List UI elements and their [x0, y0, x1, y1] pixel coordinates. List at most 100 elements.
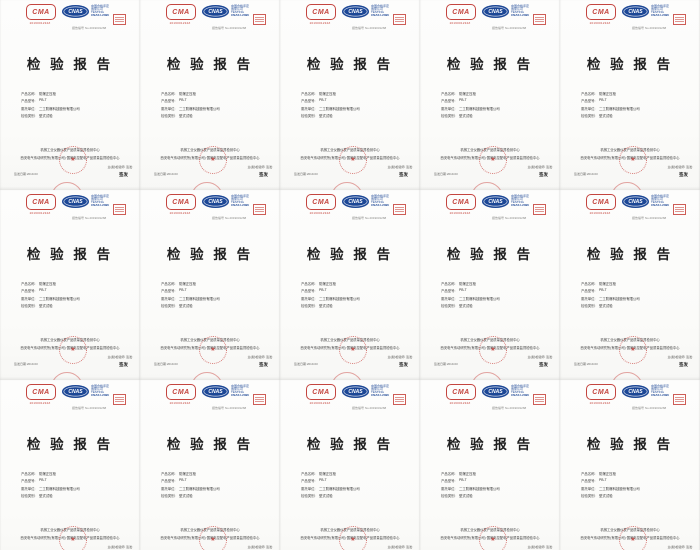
seal-text-line [675, 21, 684, 22]
inspector-sign-line: 主(副)检验师: 签发: [667, 355, 694, 359]
seal-text-line [395, 207, 404, 208]
field-row: 检验类别: 型式试验 [161, 303, 220, 310]
report-title: 检 验 报 告 [166, 247, 254, 262]
field-label: 委托单位: [581, 486, 596, 491]
field-value: 二工防爆科技股份有限公司 [319, 486, 360, 491]
round-seal-stamp: ★ [59, 526, 87, 550]
field-label: 产品名称: [581, 472, 596, 476]
partial-seal-arc [331, 372, 363, 380]
seal-text-line [395, 401, 404, 402]
certificate-page[interactable]: CMA 2016001234Z CNAS 中国合格评定 国家认可 TESTING… [0, 190, 140, 380]
field-value: 防爆正压柜 [459, 472, 476, 476]
cnas-text-line: CNAS L2396 [371, 13, 389, 18]
cnas-text-line: TESTING [231, 10, 245, 15]
field-row: 委托单位: 二工防爆科技股份有限公司 [441, 486, 500, 493]
product-fields: 产品名称: 防爆正压柜 产品型号: PB-T 委托单位: 二工防爆科技股份有限公… [581, 471, 640, 501]
field-value: 防爆正压柜 [319, 472, 336, 476]
seal-star-icon: ★ [210, 157, 216, 163]
issue-date: 签发日期:2019.03 [574, 172, 598, 176]
product-fields: 产品名称: 防爆正压柜 产品型号: PB-T 委托单位: 二工防爆科技股份有限公… [441, 281, 500, 311]
seal-star-icon: ★ [490, 347, 496, 353]
field-row: 检验类别: 型式试验 [21, 493, 80, 500]
cnas-accreditation-text: 中国合格评定 国家认可 TESTING CNAS L2396 [511, 194, 529, 208]
field-label: 检验类别: [161, 304, 176, 309]
seal-text-line [115, 401, 124, 402]
field-label: 产品名称: [581, 282, 596, 286]
certificate-page[interactable]: CMA 2016001234Z CNAS 中国合格评定 国家认可 TESTING… [420, 0, 560, 190]
field-label: 检验类别: [581, 494, 596, 499]
inspector-sign-line: 主(副)检验师: 签发: [107, 165, 134, 169]
field-value: PB-T [39, 478, 47, 483]
cnas-text-line: 中国合格评定 [511, 383, 530, 388]
certificate-page[interactable]: CMA 2016001234Z CNAS 中国合格评定 国家认可 TESTING… [140, 380, 280, 550]
cma-logo: CMA [586, 194, 616, 210]
certificate-page[interactable]: CMA 2016001234Z CNAS 中国合格评定 国家认可 TESTING… [140, 0, 280, 190]
field-label: 产品名称: [21, 92, 36, 96]
cma-logo: CMA [166, 384, 196, 400]
field-row: 产品型号: PB-T [301, 478, 360, 485]
field-label: 产品型号: [301, 99, 316, 104]
field-row: 产品名称: 防爆正压柜 [161, 281, 220, 288]
cnas-text-line: 中国合格评定 [651, 383, 670, 388]
cnas-text-line: CNAS L2396 [511, 13, 529, 18]
certificate-page[interactable]: CMA 2016001234Z CNAS 中国合格评定 国家认可 TESTING… [560, 380, 700, 550]
field-value: 二工防爆科技股份有限公司 [459, 486, 500, 491]
report-number: 报告编号 No.2019031268 [72, 215, 107, 220]
certificate-page[interactable]: CMA 2016001234Z CNAS 中国合格评定 国家认可 TESTING… [560, 0, 700, 190]
field-label: 产品型号: [581, 99, 596, 104]
seal-text-line [115, 21, 124, 22]
cma-caption: 2016001234Z [309, 400, 331, 405]
cnas-text-line: 国家认可 [91, 6, 104, 11]
certificate-page[interactable]: CMA 2016001234Z CNAS 中国合格评定 国家认可 TESTING… [420, 190, 560, 380]
field-label: 产品名称: [301, 92, 316, 96]
report-number: 报告编号 No.2019031268 [212, 405, 247, 410]
field-value: PB-T [319, 98, 327, 103]
seal-star-icon: ★ [210, 537, 216, 543]
round-seal-stamp: ★ [339, 526, 367, 550]
certificate-page[interactable]: CMA 2016001234Z CNAS 中国合格评定 国家认可 TESTING… [280, 380, 420, 550]
field-row: 委托单位: 二工防爆科技股份有限公司 [161, 296, 220, 303]
field-label: 委托单位: [301, 486, 316, 491]
certificate-page[interactable]: CMA 2016001234Z CNAS 中国合格评定 国家认可 TESTING… [0, 380, 140, 550]
cnas-text-line: TESTING [511, 10, 525, 15]
field-value: 二工防爆科技股份有限公司 [459, 106, 500, 111]
field-value: 二工防爆科技股份有限公司 [39, 106, 80, 111]
seal-star-icon: ★ [70, 157, 76, 163]
certificate-page[interactable]: CMA 2016001234Z CNAS 中国合格评定 国家认可 TESTING… [420, 380, 560, 550]
cnas-text-line: TESTING [231, 200, 245, 205]
certificate-page[interactable]: CMA 2016001234Z CNAS 中国合格评定 国家认可 TESTING… [280, 190, 420, 380]
cma-logo: CMA [166, 194, 196, 210]
seal-text-line [535, 211, 544, 212]
signature-block: 主(副)检验师: 签发: 签发 [248, 165, 274, 178]
seal-text-line [535, 19, 544, 20]
field-label: 产品型号: [581, 289, 596, 294]
seal-text-line [535, 397, 544, 398]
cnas-text-line: CNAS L2396 [511, 393, 529, 398]
inspector-sign-line: 主(副)检验师: 签发: [527, 545, 554, 549]
cnas-text-line: TESTING [371, 10, 385, 15]
signature-block: 主(副)检验师: 签发: 签发 [668, 165, 694, 178]
seal-text-line [115, 207, 124, 208]
cma-logo: CMA [586, 4, 616, 20]
field-label: 检验类别: [441, 494, 456, 499]
field-row: 产品名称: 防爆正压柜 [301, 281, 360, 288]
cnas-text-line: 国家认可 [231, 6, 244, 11]
report-title: 检 验 报 告 [26, 57, 114, 72]
field-value: 防爆正压柜 [39, 472, 56, 476]
cnas-text-line: CNAS L2396 [91, 393, 109, 398]
seal-text-line [535, 17, 544, 18]
certificate-page[interactable]: CMA 2016001234Z CNAS 中国合格评定 国家认可 TESTING… [140, 190, 280, 380]
field-row: 检验类别: 型式试验 [161, 493, 220, 500]
cnas-text-line: 中国合格评定 [371, 383, 390, 388]
report-title: 检 验 报 告 [586, 437, 674, 452]
cma-logo: CMA [26, 384, 56, 400]
certificate-page[interactable]: CMA 2016001234Z CNAS 中国合格评定 国家认可 TESTING… [560, 190, 700, 380]
inspector-sign-line: 主(副)检验师: 签发: [667, 545, 694, 549]
signature-block: 主(副)检验师: 签发: 签发 [248, 545, 274, 550]
field-value: 防爆正压柜 [39, 92, 56, 96]
seal-text-line [675, 397, 684, 398]
certificate-page[interactable]: CMA 2016001234Z CNAS 中国合格评定 国家认可 TESTING… [280, 0, 420, 190]
certificate-page[interactable]: CMA 2016001234Z CNAS 中国合格评定 国家认可 TESTING… [0, 0, 140, 190]
round-seal-stamp: ★ [59, 146, 87, 174]
